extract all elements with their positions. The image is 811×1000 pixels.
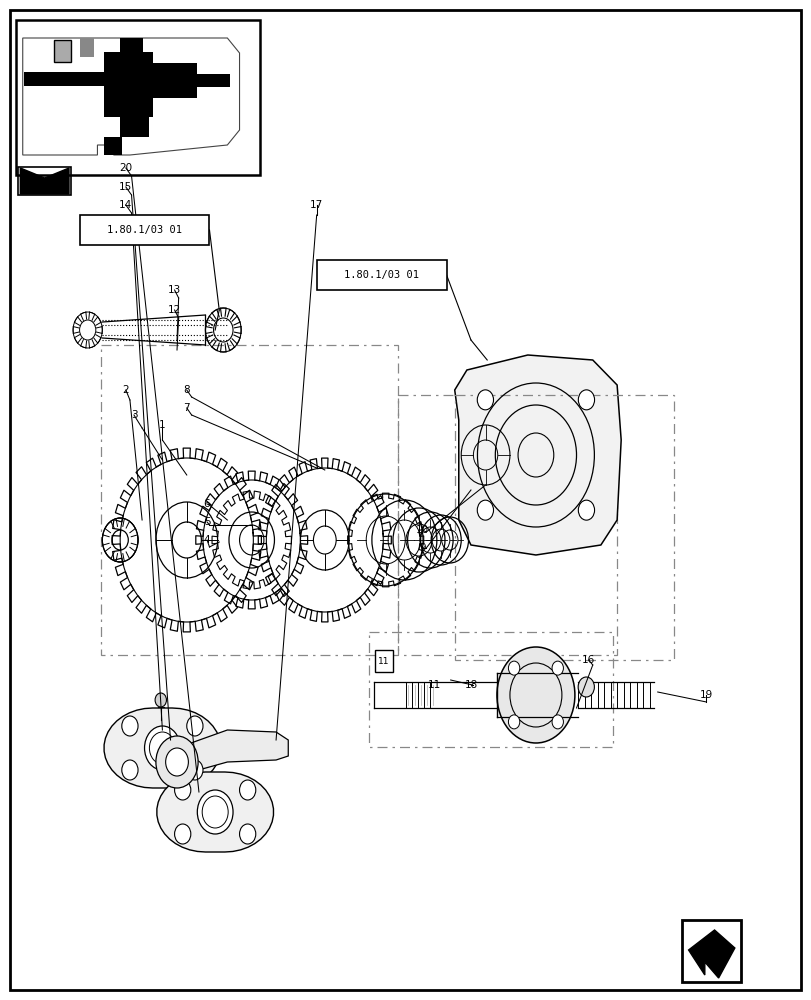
Text: 1.80.1/03 01: 1.80.1/03 01 (107, 225, 182, 235)
Circle shape (508, 715, 519, 729)
Text: 9: 9 (418, 543, 425, 553)
Text: 5: 5 (204, 517, 210, 527)
Circle shape (239, 780, 255, 800)
Circle shape (577, 677, 594, 697)
Bar (454, 395, 673, 660)
Text: 13: 13 (168, 285, 181, 295)
Bar (197, 74, 230, 87)
Circle shape (165, 748, 188, 776)
Bar (369, 632, 612, 747)
Bar (120, 117, 148, 137)
Circle shape (122, 760, 138, 780)
Circle shape (174, 824, 191, 844)
Circle shape (551, 715, 563, 729)
Text: 12: 12 (168, 305, 181, 315)
Circle shape (577, 390, 594, 410)
Text: 15: 15 (119, 182, 132, 192)
Circle shape (149, 732, 175, 764)
Text: 18: 18 (464, 680, 477, 690)
Text: 8: 8 (183, 385, 190, 395)
Circle shape (156, 736, 198, 788)
Circle shape (202, 796, 228, 828)
Text: 2: 2 (122, 385, 129, 395)
Circle shape (197, 790, 233, 834)
Bar (16, 20, 260, 175)
Circle shape (508, 661, 519, 675)
Circle shape (155, 693, 166, 707)
Polygon shape (157, 772, 273, 852)
Text: 1.80.1/03 01: 1.80.1/03 01 (344, 270, 418, 280)
Text: 19: 19 (699, 690, 712, 700)
Circle shape (239, 824, 255, 844)
Circle shape (187, 716, 203, 736)
Text: 1: 1 (159, 420, 165, 430)
Bar (104, 52, 152, 117)
Text: 11: 11 (427, 680, 440, 690)
Text: 17: 17 (310, 200, 323, 210)
Bar (681, 920, 740, 982)
Bar (101, 345, 397, 655)
Text: 3: 3 (131, 410, 137, 420)
Polygon shape (104, 708, 221, 788)
Polygon shape (454, 355, 620, 555)
Text: 4: 4 (204, 535, 210, 545)
Circle shape (122, 716, 138, 736)
Bar (316, 260, 446, 290)
Text: 6: 6 (204, 499, 210, 509)
Bar (24, 72, 130, 86)
Text: 16: 16 (581, 655, 594, 665)
Bar (397, 395, 616, 655)
Circle shape (477, 390, 493, 410)
Bar (79, 215, 209, 245)
Circle shape (477, 500, 493, 520)
Text: 20: 20 (119, 163, 132, 173)
Polygon shape (688, 930, 734, 978)
Bar (120, 38, 143, 54)
Circle shape (144, 726, 180, 770)
Bar (79, 38, 94, 57)
Circle shape (577, 500, 594, 520)
Bar (152, 63, 197, 98)
Polygon shape (20, 168, 69, 194)
Circle shape (496, 647, 574, 743)
Polygon shape (177, 730, 288, 776)
Bar (375, 650, 393, 672)
Bar (54, 40, 71, 62)
Circle shape (174, 780, 191, 800)
Circle shape (187, 760, 203, 780)
Text: 11: 11 (378, 656, 389, 666)
Text: 7: 7 (183, 403, 190, 413)
Circle shape (551, 661, 563, 675)
Bar (18, 167, 71, 195)
Text: 10: 10 (415, 525, 428, 535)
Bar (54, 40, 71, 62)
Text: 14: 14 (119, 200, 132, 210)
Bar (104, 137, 122, 155)
